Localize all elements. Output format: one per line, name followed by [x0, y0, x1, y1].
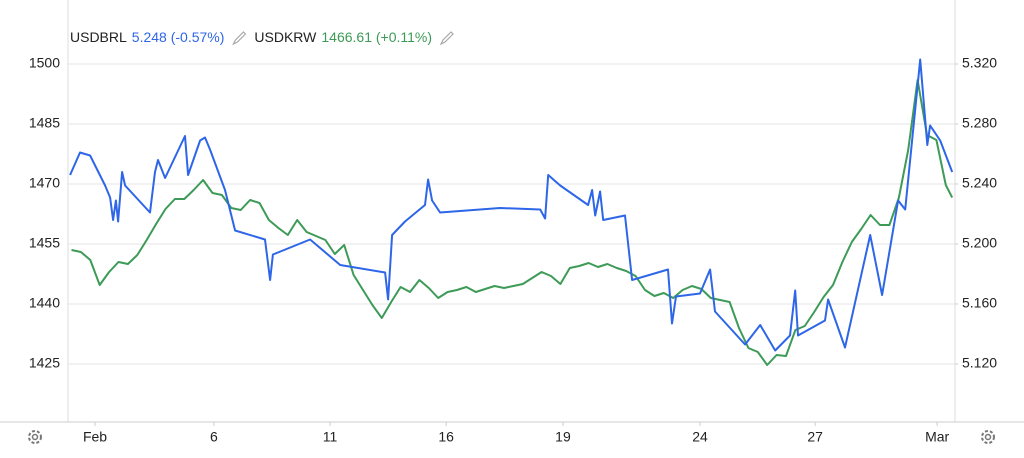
x-tick-label: 6 — [210, 429, 218, 445]
series-line — [69, 58, 954, 352]
x-tick-label: Mar — [925, 429, 949, 445]
legend-name: USDBRL — [70, 29, 127, 45]
y2-tick-label: 5.280 — [962, 115, 997, 131]
y2-tick-label: 5.240 — [962, 175, 997, 191]
y-tick-label: 1470 — [29, 175, 60, 191]
legend-quote: 5.248 (-0.57%) — [132, 29, 225, 45]
legend-name: USDKRW — [254, 29, 317, 45]
y2-tick-label: 5.120 — [962, 355, 997, 371]
x-tick-label: 11 — [323, 429, 338, 445]
y-tick-label: 1500 — [29, 55, 60, 71]
settings-icon[interactable] — [981, 430, 995, 444]
x-tick-label: 24 — [692, 429, 708, 445]
settings-icon[interactable] — [28, 430, 42, 444]
x-tick-label: Feb — [83, 429, 107, 445]
edit-icon[interactable] — [439, 31, 454, 46]
y-tick-label: 1440 — [29, 295, 60, 311]
y2-tick-label: 5.160 — [962, 295, 997, 311]
series-line — [71, 79, 954, 366]
x-tick-label: 19 — [555, 429, 571, 445]
y2-tick-label: 5.200 — [962, 235, 997, 251]
x-tick-label: 27 — [807, 429, 823, 445]
edit-icon[interactable] — [232, 31, 247, 46]
y-tick-label: 1425 — [29, 355, 60, 371]
y-tick-label: 1485 — [29, 115, 60, 131]
y-tick-label: 1455 — [29, 235, 60, 251]
legend: USDBRL 5.248 (-0.57%) USDKRW 1466.61 (+0.11… — [70, 29, 432, 45]
x-tick-label: 16 — [438, 429, 454, 445]
legend-quote: 1466.61 (+0.11%) — [321, 29, 432, 45]
y2-tick-label: 5.320 — [962, 55, 997, 71]
